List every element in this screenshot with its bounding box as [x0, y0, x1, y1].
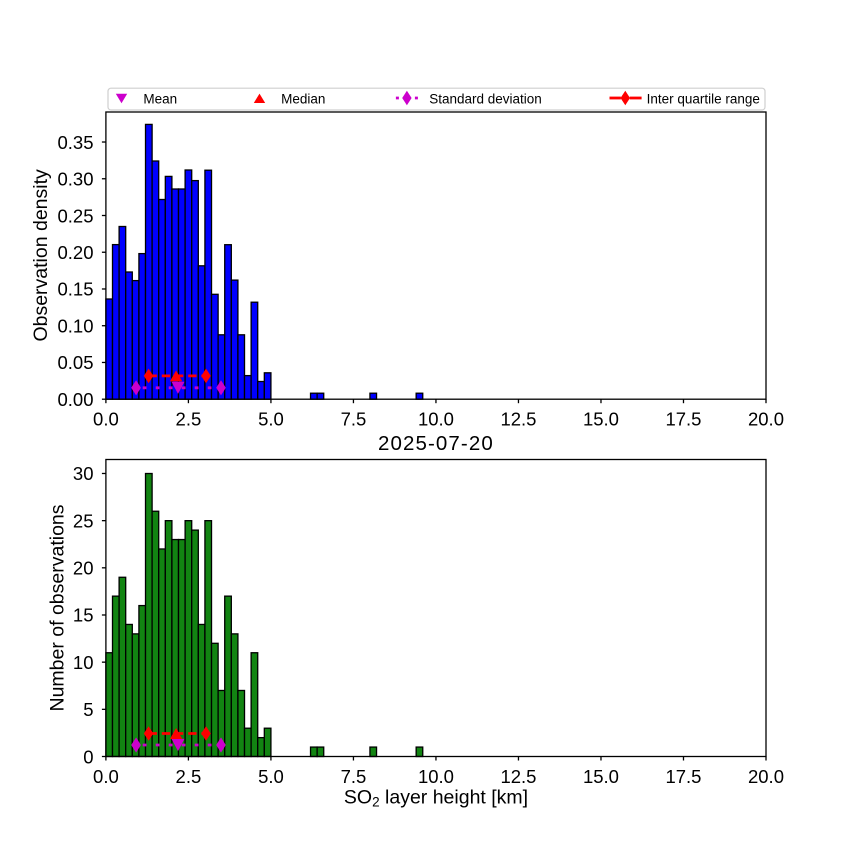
- svg-text:Standard deviation: Standard deviation: [429, 92, 542, 107]
- svg-text:12.5: 12.5: [500, 766, 536, 787]
- svg-text:2.5: 2.5: [176, 766, 202, 787]
- svg-text:10: 10: [73, 652, 94, 673]
- svg-text:0.30: 0.30: [57, 169, 93, 190]
- svg-text:30: 30: [73, 463, 94, 484]
- svg-text:12.5: 12.5: [500, 409, 536, 430]
- svg-text:15.0: 15.0: [583, 409, 619, 430]
- svg-text:20.0: 20.0: [748, 409, 784, 430]
- svg-text:10.0: 10.0: [418, 766, 454, 787]
- svg-text:20.0: 20.0: [748, 766, 784, 787]
- svg-text:7.5: 7.5: [341, 766, 367, 787]
- svg-text:5.0: 5.0: [258, 766, 284, 787]
- svg-text:5.0: 5.0: [258, 409, 284, 430]
- svg-text:SO2 layer height [km]: SO2 layer height [km]: [344, 787, 528, 810]
- svg-text:0.15: 0.15: [57, 279, 93, 300]
- svg-text:10.0: 10.0: [418, 409, 454, 430]
- svg-text:Inter quartile range: Inter quartile range: [647, 92, 760, 107]
- svg-text:0.10: 0.10: [57, 315, 93, 336]
- svg-text:17.5: 17.5: [665, 766, 701, 787]
- svg-text:5: 5: [83, 699, 93, 720]
- svg-text:0.25: 0.25: [57, 205, 93, 226]
- svg-text:0.35: 0.35: [57, 132, 93, 153]
- svg-text:2025-07-20: 2025-07-20: [378, 432, 494, 455]
- svg-text:0.0: 0.0: [93, 409, 119, 430]
- svg-text:0.0: 0.0: [93, 766, 119, 787]
- svg-text:0.00: 0.00: [57, 389, 93, 410]
- svg-text:0.20: 0.20: [57, 242, 93, 263]
- svg-text:Mean: Mean: [143, 92, 177, 107]
- svg-text:7.5: 7.5: [341, 409, 367, 430]
- svg-text:Observation density: Observation density: [30, 169, 52, 342]
- svg-text:20: 20: [73, 558, 94, 579]
- svg-text:Median: Median: [281, 92, 325, 107]
- svg-text:15: 15: [73, 605, 94, 626]
- svg-text:2.5: 2.5: [176, 409, 202, 430]
- svg-text:17.5: 17.5: [665, 409, 701, 430]
- svg-text:Number of observations: Number of observations: [46, 504, 68, 711]
- svg-text:25: 25: [73, 510, 94, 531]
- svg-text:0: 0: [83, 746, 93, 767]
- svg-text:15.0: 15.0: [583, 766, 619, 787]
- svg-text:0.05: 0.05: [57, 352, 93, 373]
